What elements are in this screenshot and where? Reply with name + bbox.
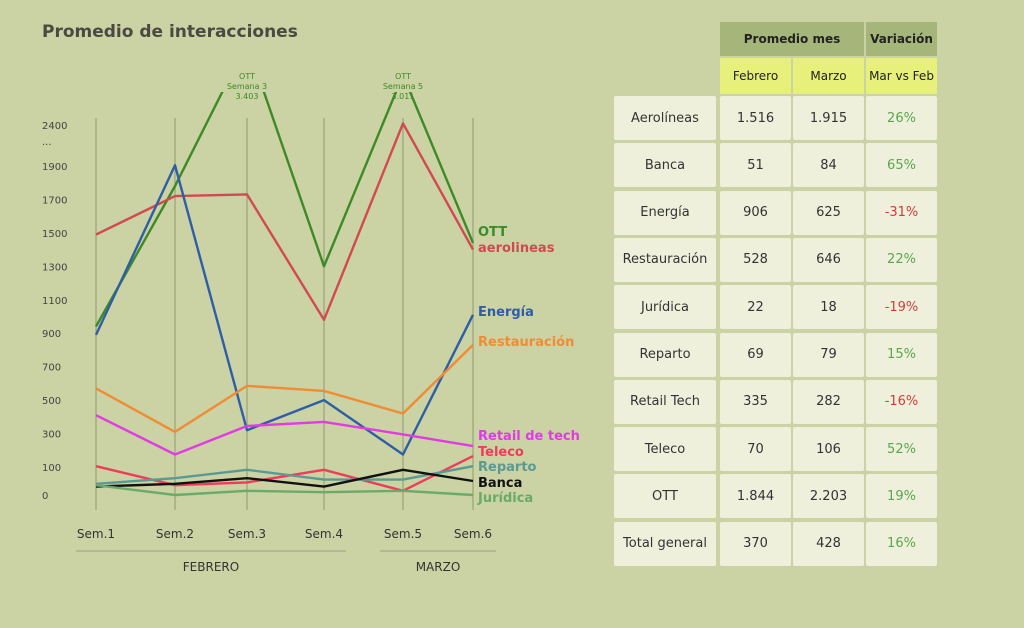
table-cell-mar: 79 [793,332,864,377]
table-cell-feb: 51 [720,143,791,188]
series-label-aerolineas: aerolineas [478,241,555,256]
series-line-restauración [95,344,474,434]
header-promedio-mes: Promedio mes [720,22,864,56]
table-cell-var: 22% [866,237,937,282]
series-line-retail-de-tech [95,414,474,456]
table-cell-var: -16% [866,379,937,424]
table-cell-mar: 1.915 [793,96,864,140]
series-label-banca: Banca [478,476,522,491]
subheader-febrero: Febrero [720,58,791,94]
annotation-sem5-line: OTT [395,72,411,81]
line-chart: 0 100 300 500 700 900 1100 1300 1500 1700 1900... 2… [42,72,580,574]
annotation-sem3-line: OTT [239,72,255,81]
table-cell-feb: 1.516 [720,96,791,140]
header-variacion: Variación [866,22,937,56]
table-cell-label: OTT [614,474,716,519]
series-line-teleco [95,455,474,492]
annotation-sem5-line: 3.011 [392,92,415,101]
table-cell-mar: 282 [793,379,864,424]
table-cell-feb: 335 [720,379,791,424]
table-cell-mar: 428 [793,521,864,566]
table-cell-label: Teleco [614,427,716,472]
summary-table: Promedio mes Variación Febrero Marzo Mar… [612,22,942,582]
table-cell-label: Jurídica [614,285,716,330]
table-cell-mar: 84 [793,143,864,188]
y-tick-label: 700 [42,363,61,374]
table-cell-var: 16% [866,521,937,566]
table-cell-feb: 528 [720,237,791,282]
chart-title: Promedio de interacciones [42,22,298,42]
series-label-reparto: Reparto [478,460,537,475]
table-cell-label: Total general [614,521,716,566]
table-cell-feb: 370 [720,521,791,566]
series-line-jurídica [95,484,474,497]
table-cell-label: Energía [614,190,716,235]
y-tick-label: ... [42,137,52,148]
x-tick-label: Sem.5 [384,527,422,541]
series-line-banca [95,468,474,488]
series-label-jurídica: Jurídica [477,491,533,506]
annotation-sem5-line: Semana 5 [383,82,423,91]
table-cell-label: Aerolíneas [614,96,716,140]
table-cell-label: Banca [614,143,716,188]
month-label-febrero: FEBRERO [183,560,239,574]
table-cell-var: -31% [866,190,937,235]
table-cell-mar: 646 [793,237,864,282]
table-cell-label: Restauración [614,237,716,282]
table-cell-feb: 69 [720,332,791,377]
series-label-restauración: Restauración [478,335,574,350]
x-tick-label: Sem.2 [156,527,194,541]
x-tick-label: Sem.6 [454,527,492,541]
table-cell-mar: 2.203 [793,474,864,519]
series-label-ott: OTT [478,225,507,240]
table-cell-mar: 18 [793,285,864,330]
annotation-sem3-line: 3.403 [236,92,259,101]
table-cell-var: 65% [866,143,937,188]
x-tick-label: Sem.4 [305,527,343,541]
series-label-retail-de-tech: Retail de tech [478,429,580,444]
table-cell-var: 19% [866,474,937,519]
table-cell-var: 52% [866,427,937,472]
table-cell-label: Reparto [614,332,716,377]
y-tick-label: 0 [42,491,48,502]
series-line-reparto [95,465,474,485]
table-cell-var: 26% [866,96,937,140]
table-cell-var: 15% [866,332,937,377]
y-tick-label: 900 [42,329,61,340]
series-line-aerolineas [95,122,475,321]
y-tick-label: 500 [42,396,61,407]
x-tick-label: Sem.3 [228,527,266,541]
table-cell-feb: 70 [720,427,791,472]
y-tick-label: 1500 [42,229,67,240]
table-cell-feb: 906 [720,190,791,235]
series-label-energía: Energía [478,305,534,320]
subheader-mar-vs-feb: Mar vs Feb [866,58,937,94]
subheader-marzo: Marzo [793,58,864,94]
y-tick-label: 100 [42,463,61,474]
y-tick-label: 300 [42,430,61,441]
series-label-teleco: Teleco [478,445,524,460]
table-cell-mar: 106 [793,427,864,472]
y-tick-label: 1300 [42,262,67,273]
table-cell-mar: 625 [793,190,864,235]
table-cell-feb: 22 [720,285,791,330]
x-tick-label: Sem.1 [77,527,115,541]
y-tick-label: 1900 [42,162,67,173]
month-label-marzo: MARZO [416,560,461,574]
y-tick-label: 1700 [42,195,67,206]
annotation-sem3-line: Semana 3 [227,82,267,91]
table-cell-label: Retail Tech [614,379,716,424]
table-cell-var: -19% [866,285,937,330]
table-cell-feb: 1.844 [720,474,791,519]
series-line-ott [94,92,475,328]
y-tick-label: 2400 [42,121,67,132]
series-line-energía [94,163,475,456]
y-tick-label: 1100 [42,296,67,307]
